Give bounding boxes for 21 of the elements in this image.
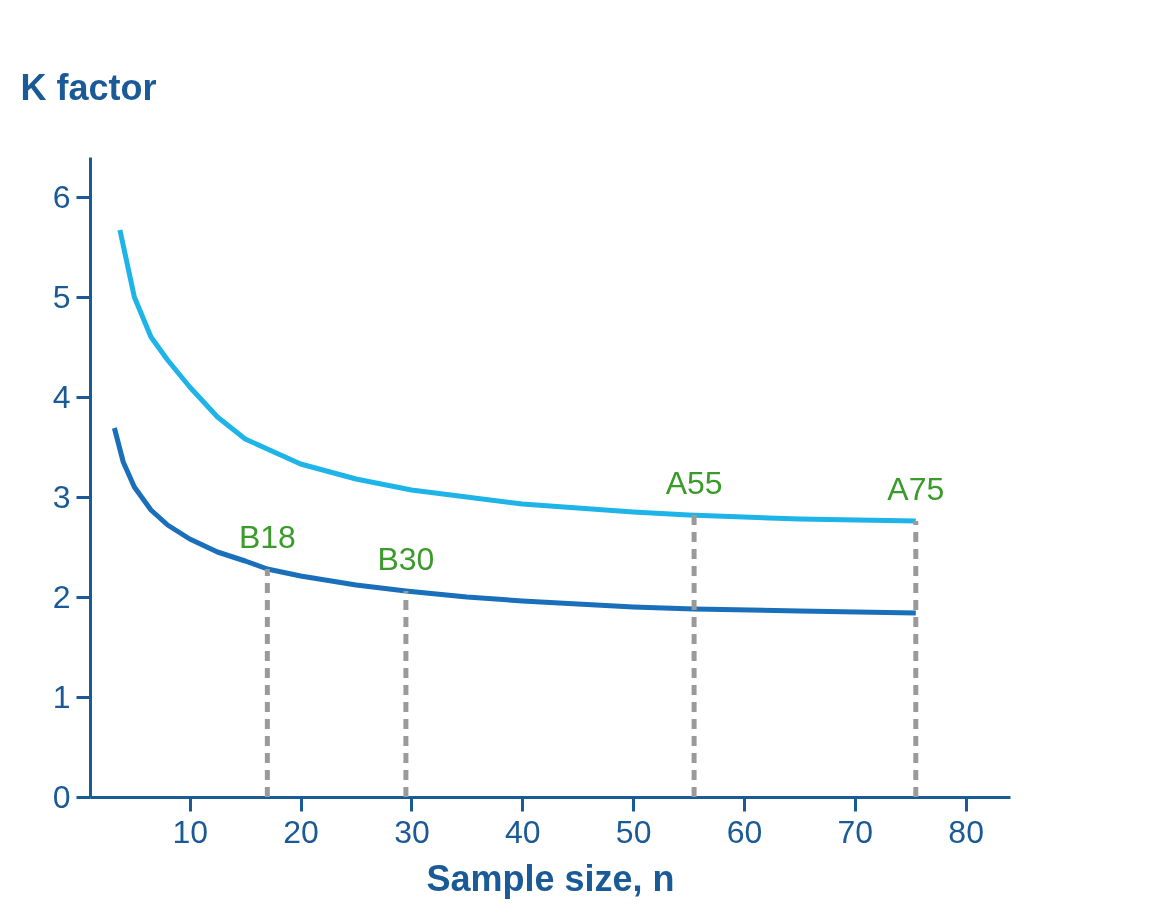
annotation: B30	[377, 541, 435, 577]
y-axis-title: K factor	[20, 66, 157, 108]
x-tick-label: 30	[394, 813, 430, 850]
x-tick-label: 80	[948, 813, 984, 850]
y-tick-label: 2	[52, 578, 71, 615]
x-tick-label: 20	[283, 813, 319, 850]
x-axis-title: Sample size, n	[426, 857, 675, 899]
y-tick-label: 3	[52, 478, 71, 515]
annotation: A55	[665, 465, 723, 501]
y-tick-label: 4	[52, 378, 71, 415]
x-tick-label: 10	[172, 813, 209, 850]
y-tick-label: 6	[52, 178, 71, 215]
x-tick-label: 60	[726, 813, 763, 850]
x-tick-label: 50	[615, 813, 652, 850]
annotation: A75	[887, 471, 945, 507]
annotation: B18	[238, 519, 296, 555]
x-tick-label: 70	[837, 813, 874, 850]
x-tick-label: 40	[504, 813, 541, 850]
y-tick-label: 0	[52, 778, 71, 815]
y-tick-label: 1	[52, 678, 71, 715]
y-tick-label: 5	[52, 278, 71, 315]
